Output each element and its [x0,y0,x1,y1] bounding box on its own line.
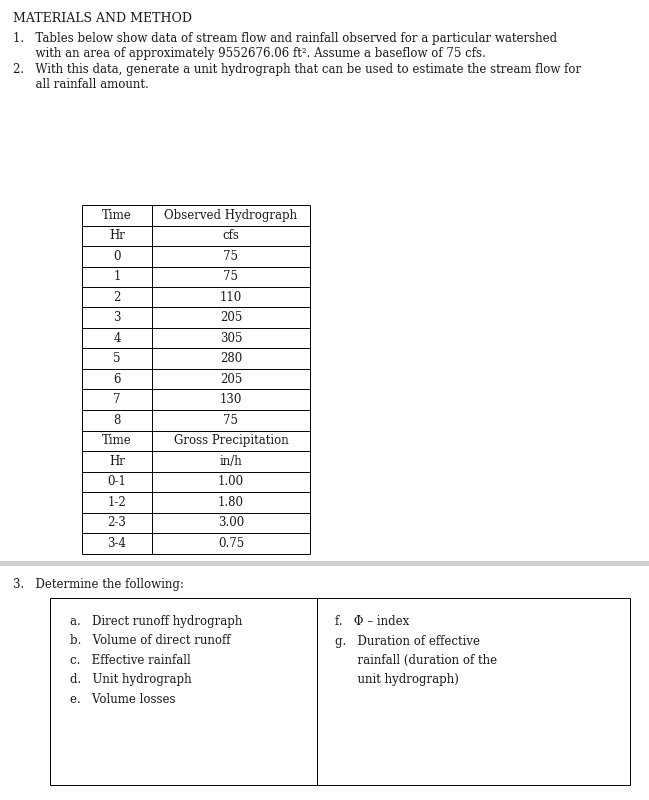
Text: 5: 5 [113,352,121,366]
Text: 75: 75 [223,414,238,426]
Text: 3: 3 [113,311,121,324]
Text: 7: 7 [113,394,121,406]
Bar [0,561,649,566]
Text: a.   Direct runoff hydrograph: a. Direct runoff hydrograph [70,615,242,628]
Text: 75: 75 [223,250,238,262]
Bar [50,598,630,785]
Text: e.   Volume losses: e. Volume losses [70,693,175,706]
Text: d.   Unit hydrograph: d. Unit hydrograph [70,674,191,686]
Text: Observed Hydrograph: Observed Hydrograph [164,209,297,222]
Text: Hr: Hr [109,230,125,242]
Text: in/h: in/h [219,454,242,468]
Text: Time: Time [102,209,132,222]
Text: 205: 205 [220,373,242,386]
Text: b.   Volume of direct runoff: b. Volume of direct runoff [70,634,230,647]
Text: 3.   Determine the following:: 3. Determine the following: [13,578,184,591]
Text: 280: 280 [220,352,242,366]
Text: 0: 0 [113,250,121,262]
Text: 1-2: 1-2 [108,496,127,509]
Text: Gross Precipitation: Gross Precipitation [174,434,288,447]
Text: 110: 110 [220,290,242,304]
Text: 2: 2 [114,290,121,304]
Text: 3.00: 3.00 [218,516,244,530]
Text: g.   Duration of effective: g. Duration of effective [335,634,480,647]
Text: rainfall (duration of the: rainfall (duration of the [335,654,497,667]
Text: c.   Effective rainfall: c. Effective rainfall [70,654,191,667]
Text: 205: 205 [220,311,242,324]
Text: 130: 130 [220,394,242,406]
Text: 1: 1 [114,270,121,283]
Text: cfs: cfs [223,230,239,242]
Text: 3-4: 3-4 [108,537,127,550]
Text: 0.75: 0.75 [218,537,244,550]
Text: Time: Time [102,434,132,447]
Text: 1.00: 1.00 [218,475,244,488]
Text: 4: 4 [113,332,121,345]
Text: 75: 75 [223,270,238,283]
Text: f.   Φ – index: f. Φ – index [335,615,409,628]
Text: all rainfall amount.: all rainfall amount. [13,78,149,91]
Text: 2.   With this data, generate a unit hydrograph that can be used to estimate the: 2. With this data, generate a unit hydro… [13,63,581,76]
Text: 6: 6 [113,373,121,386]
Text: 305: 305 [220,332,242,345]
Text: 1.80: 1.80 [218,496,244,509]
Text: unit hydrograph): unit hydrograph) [335,674,459,686]
Text: MATERIALS AND METHOD: MATERIALS AND METHOD [13,12,192,25]
Text: 0-1: 0-1 [108,475,127,488]
Text: 1.   Tables below show data of stream flow and rainfall observed for a particula: 1. Tables below show data of stream flow… [13,32,557,45]
Text: with an area of approximately 9552676.06 ft². Assume a baseflow of 75 cfs.: with an area of approximately 9552676.06… [13,47,485,60]
Text: Hr: Hr [109,454,125,468]
Text: 2-3: 2-3 [108,516,127,530]
Text: 8: 8 [114,414,121,426]
